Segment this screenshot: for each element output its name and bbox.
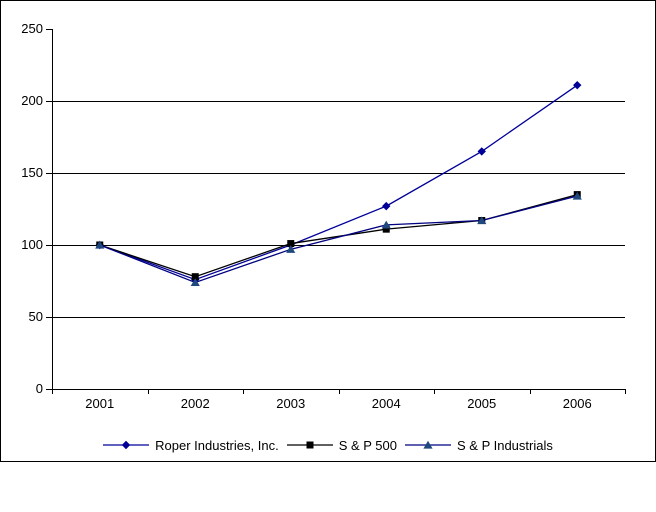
triangle-marker: [190, 278, 200, 287]
series-line-s-p-industrials: [99, 195, 578, 284]
legend-label-roper: Roper Industries, Inc.: [155, 437, 279, 453]
triangle-marker: [477, 216, 487, 225]
chart-legend: Roper Industries, Inc. S & P 500 S & P I…: [1, 437, 655, 453]
chart-frame: 0 50 100 150 200 250 2001 2002 2003 2004 2005 2006 …: [0, 0, 656, 462]
legend-marker-diamond: [103, 440, 150, 450]
y-tick-label: 150: [21, 165, 43, 180]
triangle-marker: [381, 220, 391, 229]
legend-marker-triangle: [405, 440, 451, 449]
x-tick-label: 2005: [467, 396, 496, 411]
y-tick-label: 50: [29, 309, 43, 324]
triangle-marker: [95, 240, 105, 249]
diamond-marker: [573, 80, 582, 90]
y-tick-label: 0: [36, 381, 43, 396]
series-line-s-p-500: [99, 193, 578, 278]
diamond-marker: [121, 440, 131, 450]
legend-item-roper: Roper Industries, Inc.: [103, 438, 279, 453]
y-tick-label: 250: [21, 21, 43, 36]
x-tick-label: 2003: [276, 396, 305, 411]
triangle-marker: [423, 440, 433, 449]
x-tick-label: 2006: [563, 396, 592, 411]
triangle-marker: [286, 245, 296, 253]
legend-item-sp500: S & P 500: [286, 437, 397, 453]
square-marker: [382, 225, 390, 233]
diamond-marker: [382, 201, 391, 211]
x-tick-label: 2004: [372, 396, 401, 411]
square-marker: [306, 441, 314, 449]
legend-label-sp500: S & P 500: [338, 437, 397, 453]
y-tick-label: 200: [21, 93, 43, 108]
x-tick-label: 2001: [85, 396, 114, 411]
triangle-marker: [572, 191, 582, 200]
legend-label-sp-industrials: S & P Industrials: [457, 437, 553, 453]
x-tick-label: 2002: [181, 396, 210, 411]
legend-item-sp-industrials: S & P Industrials: [405, 438, 553, 453]
series-line-roper-industries-inc: [99, 84, 578, 281]
plot-svg: 0 50 100 150 200 250 2001 2002 2003 2004 2005 2006: [21, 21, 626, 411]
square-marker: [191, 273, 199, 281]
legend-marker-square: [286, 441, 333, 449]
square-marker: [287, 240, 295, 248]
diamond-marker: [477, 147, 486, 156]
y-tick-label: 100: [21, 237, 43, 252]
